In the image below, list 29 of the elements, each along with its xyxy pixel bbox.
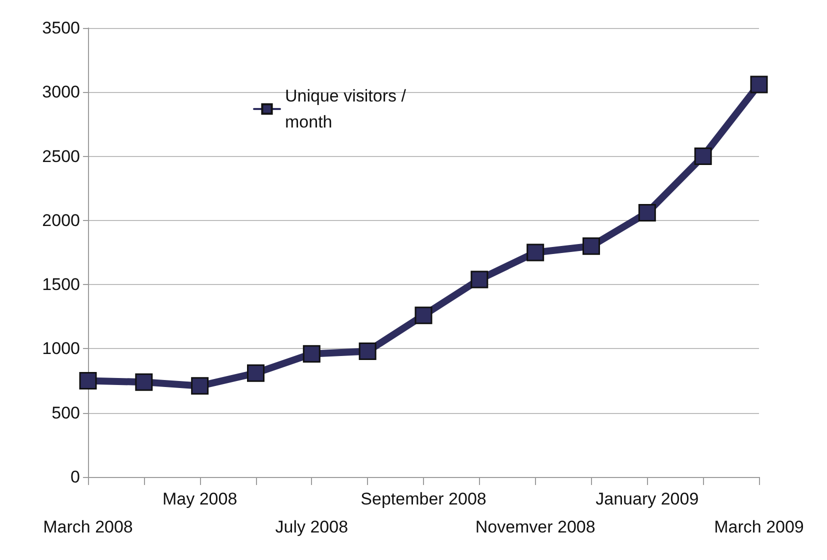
y-tick-label: 0 bbox=[70, 468, 80, 486]
point bbox=[414, 306, 432, 324]
point bbox=[302, 345, 320, 363]
x-tick-label: Novemver 2008 bbox=[475, 518, 596, 536]
x-tick-label: January 2009 bbox=[596, 490, 699, 508]
x-tick-label: March 2009 bbox=[714, 518, 804, 536]
y-tick-label: 3500 bbox=[42, 18, 80, 38]
point bbox=[526, 244, 544, 262]
y-tick-label: 2500 bbox=[42, 146, 80, 166]
point bbox=[191, 377, 209, 395]
y-tick-label: 500 bbox=[52, 403, 80, 422]
legend-label: Unique visitors / month bbox=[285, 86, 411, 132]
x-tick-label: July 2008 bbox=[275, 518, 348, 536]
x-tick-label: September 2008 bbox=[360, 490, 486, 508]
point bbox=[638, 204, 656, 222]
point bbox=[135, 373, 153, 391]
point bbox=[79, 372, 97, 390]
point bbox=[750, 76, 768, 94]
x-tick-label: May 2008 bbox=[162, 490, 238, 508]
point bbox=[470, 270, 488, 288]
y-tick-label: 3000 bbox=[42, 82, 80, 102]
x-tick-label: March 2008 bbox=[43, 518, 133, 536]
point bbox=[582, 237, 600, 255]
point bbox=[247, 364, 264, 382]
point bbox=[358, 342, 376, 360]
y-tick-label: 2000 bbox=[42, 210, 80, 230]
y-tick-label: 1500 bbox=[42, 275, 80, 294]
point bbox=[694, 148, 712, 166]
y-tick-label: 1000 bbox=[42, 339, 80, 358]
